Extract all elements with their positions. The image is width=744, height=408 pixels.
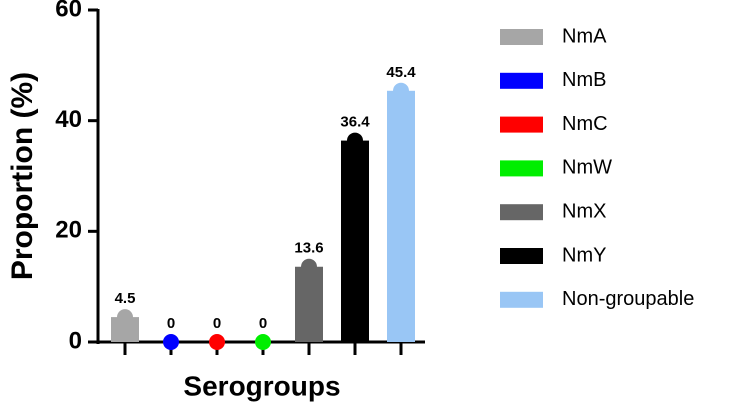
value-label: 36.4 [340, 114, 370, 131]
y-axis-label: Proportion (%) [6, 72, 39, 280]
legend-label: NmX [562, 200, 606, 222]
value-label: 4.5 [115, 290, 136, 307]
legend-swatch [500, 116, 543, 133]
legend-swatch [500, 204, 543, 221]
legend-swatch [500, 160, 543, 177]
bar-dot [301, 258, 317, 275]
x-axis-label: Serogroups [183, 370, 340, 401]
legend-swatch [500, 291, 543, 308]
legend-label: NmB [562, 69, 606, 91]
legend-label: NmW [562, 157, 612, 179]
bar-dot [393, 82, 409, 99]
value-label: 45.4 [386, 64, 416, 81]
bar [387, 90, 415, 342]
bar-dot [163, 334, 179, 350]
legend-label: Non-groupable [562, 288, 694, 310]
y-tick-label: 0 [69, 327, 82, 354]
legend-swatch [500, 29, 543, 45]
legend-label: NmC [562, 113, 608, 135]
value-label: 0 [259, 315, 267, 332]
bar-dot [117, 309, 133, 326]
bar [341, 140, 369, 342]
bar-dot [347, 132, 363, 149]
y-tick-label: 20 [55, 217, 82, 244]
y-tick-label: 60 [55, 0, 82, 22]
value-label: 0 [167, 315, 175, 332]
value-label: 13.6 [294, 240, 323, 257]
bar [295, 266, 323, 342]
y-tick-label: 40 [55, 106, 82, 133]
value-label: 0 [213, 315, 221, 332]
legend-label: NmY [562, 244, 606, 266]
bar-dot [255, 334, 271, 350]
legend-label: NmA [562, 25, 607, 47]
bar-dot [209, 334, 225, 350]
legend-swatch [500, 72, 543, 89]
legend-swatch [500, 248, 543, 264]
